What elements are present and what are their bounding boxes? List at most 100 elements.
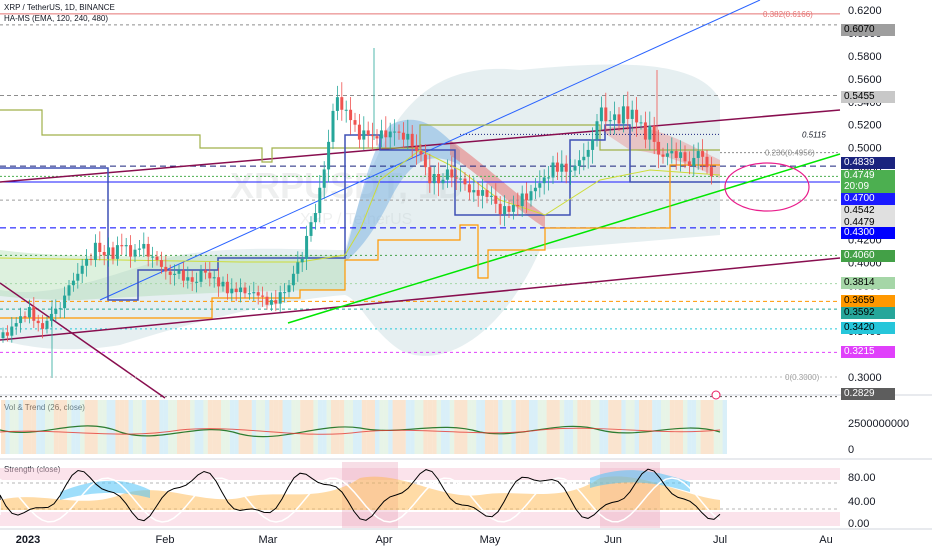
vol-bar-bg xyxy=(75,400,81,454)
candle-body xyxy=(709,167,713,177)
vol-bar-bg xyxy=(273,400,279,454)
vol-bar-bg xyxy=(155,400,160,454)
vol-bar-bg xyxy=(401,400,406,454)
vol-bar-bg xyxy=(93,400,98,454)
price-label: 0.4300 xyxy=(841,227,895,239)
vol-bar-bg xyxy=(423,400,428,454)
vol-bar-bg xyxy=(300,400,305,454)
candle-body xyxy=(564,163,568,172)
vol-bar-bg xyxy=(656,400,661,454)
y-tick-label: 0.5200 xyxy=(848,120,882,132)
vol-bar-bg xyxy=(357,400,362,454)
candle-body xyxy=(441,179,445,184)
alert-icon xyxy=(711,390,721,400)
candle-body xyxy=(89,258,93,261)
candle-body xyxy=(85,258,89,266)
candle-body xyxy=(608,120,612,122)
candle-body xyxy=(186,277,190,281)
vol-bar-bg xyxy=(225,400,230,454)
candle-body xyxy=(639,122,643,124)
candle-body xyxy=(454,177,458,179)
candle-body xyxy=(217,277,221,287)
candle-body xyxy=(445,169,449,180)
vol-bar-bg xyxy=(163,400,169,454)
candle-body xyxy=(115,245,119,259)
candle-body xyxy=(428,167,432,184)
candle-body xyxy=(10,326,14,336)
vol-bar-bg xyxy=(652,400,657,454)
candle-body xyxy=(256,292,260,296)
candle-body xyxy=(511,204,515,212)
candle-body xyxy=(507,206,511,212)
vol-bar-bg xyxy=(511,400,516,454)
vol-bar-bg xyxy=(546,400,551,454)
ema-line xyxy=(0,149,721,263)
candle-body xyxy=(705,156,709,168)
candle-body xyxy=(661,154,665,157)
vol-bar-bg xyxy=(705,400,710,454)
candle-body xyxy=(142,243,146,249)
candle-body xyxy=(489,195,493,197)
candle-body xyxy=(41,323,45,329)
vol-bar-bg xyxy=(713,400,719,454)
vol-bar-bg xyxy=(247,400,252,454)
candle-body xyxy=(410,133,414,147)
price-label: 0.6070 xyxy=(841,24,895,36)
vol-bar-bg xyxy=(326,400,331,454)
vol-bar-bg xyxy=(177,400,182,454)
vol-bar-bg xyxy=(595,400,600,454)
trendline-support xyxy=(287,153,841,324)
candle-body xyxy=(472,190,476,193)
candle-body xyxy=(674,151,678,158)
candle-body xyxy=(124,245,128,247)
vol-bar-bg xyxy=(617,400,622,454)
vol-bar-bg xyxy=(119,400,125,454)
candle-body xyxy=(274,300,278,304)
vol-bar-bg xyxy=(190,400,195,454)
candle-body xyxy=(291,273,295,286)
y-tick-label: 0.5800 xyxy=(848,51,882,63)
candle-body xyxy=(67,285,71,296)
y-tick-label: 0.3000 xyxy=(848,372,882,384)
step-line-orange xyxy=(0,164,720,319)
price-label: 0.3592 xyxy=(841,307,895,319)
candle-body xyxy=(560,163,564,172)
candle-body xyxy=(296,262,300,274)
vol-bar-bg xyxy=(5,400,10,454)
candle-body xyxy=(613,114,617,121)
candle-body xyxy=(353,120,357,125)
vol-bar-bg xyxy=(89,400,94,454)
vol-bar-bg xyxy=(137,400,142,454)
vol-bar-bg xyxy=(229,400,235,454)
candle-body xyxy=(120,245,124,247)
candle-body xyxy=(32,307,36,321)
x-tick-label: Jul xyxy=(713,534,727,546)
candle-body xyxy=(137,248,141,250)
vol-bar-bg xyxy=(265,400,270,454)
step-line-olive xyxy=(0,109,720,163)
strength-line-white xyxy=(0,477,721,523)
vol-bar-bg xyxy=(322,400,327,454)
fib-label: 0.236(0.4956) xyxy=(765,149,815,158)
candle-body xyxy=(322,169,326,188)
candle-body xyxy=(283,292,287,294)
vol-bar-bg xyxy=(427,400,433,454)
candle-body xyxy=(155,256,159,261)
candle-body xyxy=(476,190,480,196)
candle-body xyxy=(555,162,559,172)
vol-bar-bg xyxy=(612,400,617,454)
candle-body xyxy=(701,151,705,157)
vol-bar-bg xyxy=(502,400,507,454)
price-label: 0.4060 xyxy=(841,250,895,262)
candle-body xyxy=(221,281,225,287)
candle-body xyxy=(415,146,419,152)
vol-bar-bg xyxy=(489,400,494,454)
candle-body xyxy=(595,121,599,140)
vol-bar-bg xyxy=(212,400,217,454)
vol-bar-bg xyxy=(62,400,67,454)
watermark-sub: XRP / TetherUS xyxy=(300,211,412,228)
candle-body xyxy=(652,125,656,142)
price-label: 0.4839 xyxy=(841,157,895,169)
y-tick-label: 0.5000 xyxy=(848,143,882,155)
